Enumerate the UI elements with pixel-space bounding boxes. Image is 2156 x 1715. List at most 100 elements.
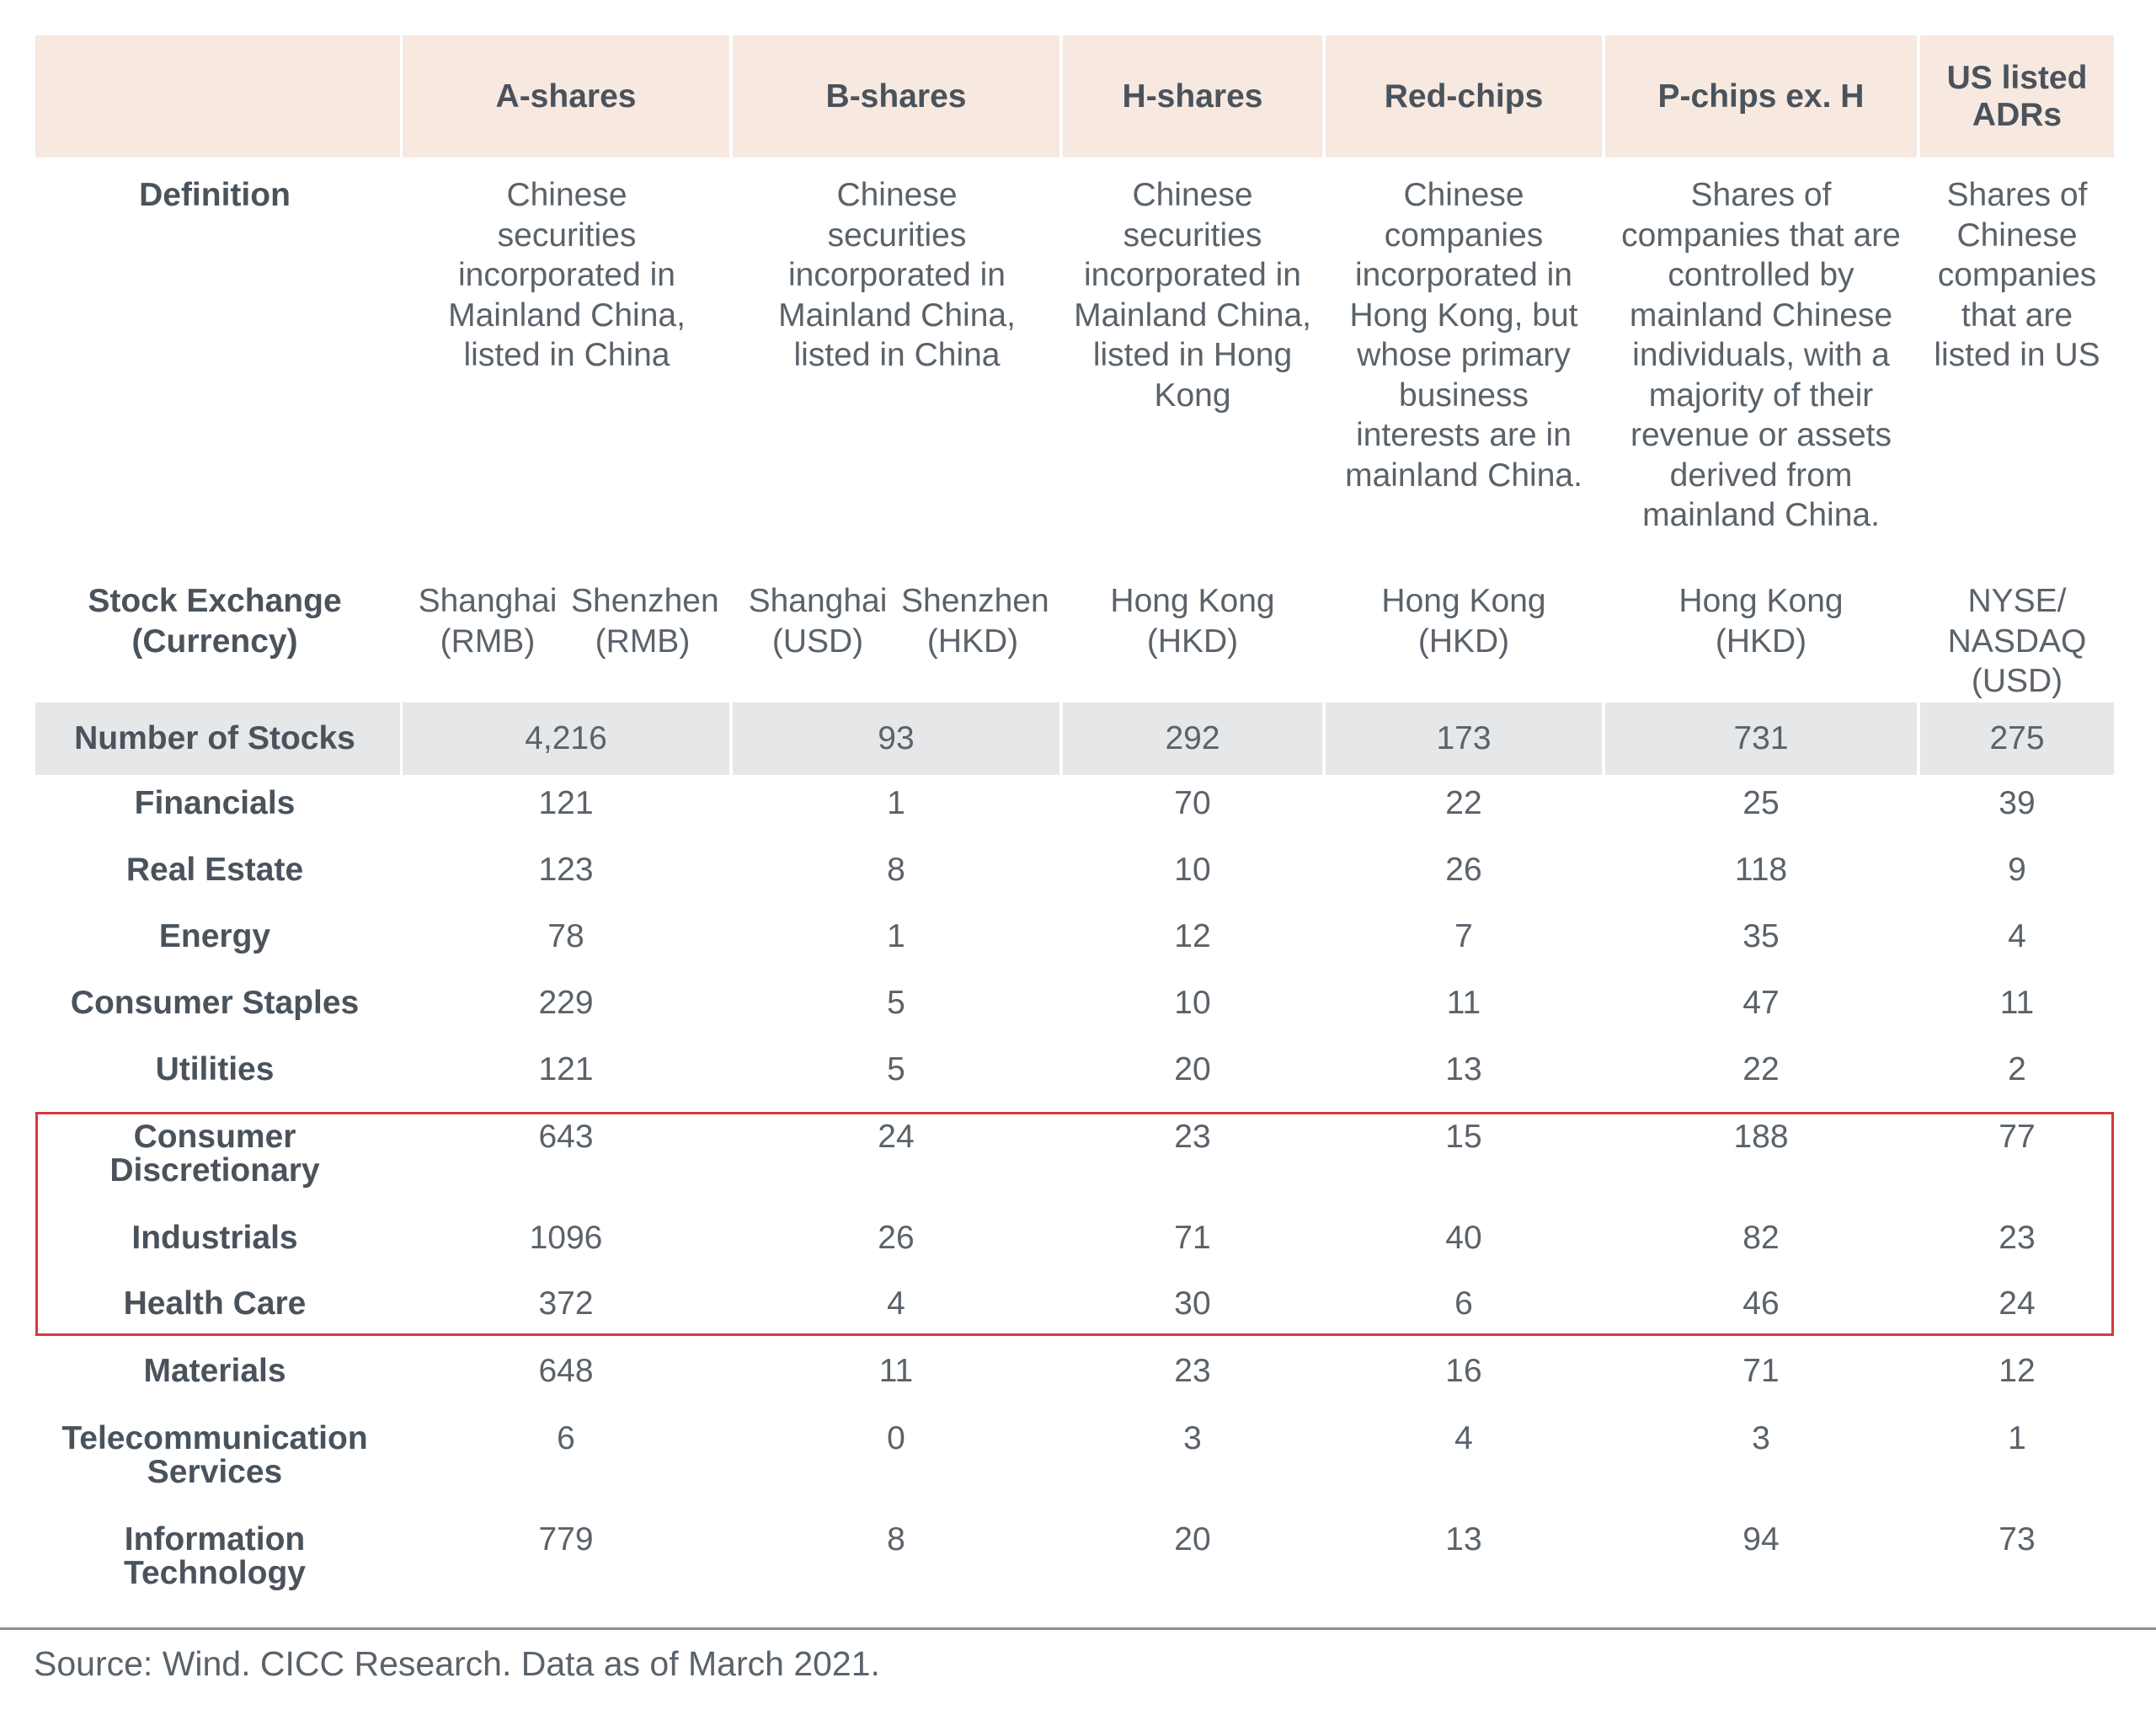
cell-a-shares: 643 — [538, 1119, 594, 1155]
row-label: Real Estate — [125, 852, 304, 888]
header-bg-red — [1326, 35, 1602, 158]
definition-red-chips: Chinese companies incorporated in Hong K… — [1345, 177, 1582, 494]
cell-h-shares: 10 — [1174, 852, 1211, 888]
exchange-name: Shanghai — [418, 583, 558, 619]
header-bg-h — [1063, 35, 1322, 158]
row-label: Information Technology — [124, 1521, 306, 1591]
cell-b-shares: 11 — [878, 1353, 914, 1389]
exchange-a-shenzhen: Shenzhen (RMB) — [571, 581, 719, 661]
cell-p-chips: 22 — [1742, 1051, 1780, 1087]
exchange-name: Shenzhen — [901, 583, 1049, 619]
header-bg-p — [1605, 35, 1917, 158]
cell-b-shares: 4 — [887, 1285, 905, 1322]
cell-red-chips: 22 — [1445, 785, 1482, 821]
column-header-h-shares: H-shares — [1122, 77, 1263, 115]
total-row-bg-red — [1326, 703, 1602, 775]
cell-h-shares: 23 — [1174, 1119, 1211, 1155]
row-label: Health Care — [123, 1285, 307, 1322]
cell-a-shares: 229 — [538, 985, 594, 1021]
cell-b-shares: 8 — [887, 852, 905, 888]
exchange-h-shares: Hong Kong (HKD) — [1110, 583, 1275, 660]
header-bg-label — [35, 35, 400, 158]
header-bg-a — [403, 35, 729, 158]
cell-p-chips: 3 — [1752, 1420, 1770, 1456]
cell-p-chips: 47 — [1742, 985, 1780, 1021]
cell-red-chips: 13 — [1445, 1051, 1482, 1087]
exchange-name: Shenzhen — [571, 583, 719, 619]
cell-a-shares: 123 — [538, 852, 594, 888]
cell-b-shares: 5 — [887, 1051, 905, 1087]
cell-p-chips: 35 — [1742, 918, 1780, 954]
cell-red-chips: 15 — [1445, 1119, 1482, 1155]
cell-us-adrs: 4 — [2008, 918, 2026, 954]
row-label-number-of-stocks: Number of Stocks — [74, 720, 355, 756]
exchange-name: Shanghai — [748, 583, 888, 619]
cell-h-shares: 23 — [1174, 1353, 1211, 1389]
total-row-bg-label — [35, 703, 400, 775]
cell-b-shares: 5 — [887, 985, 905, 1021]
row-label: Consumer Staples — [70, 985, 360, 1021]
cell-a-shares: 121 — [538, 785, 594, 821]
cell-p-chips: 188 — [1733, 1119, 1789, 1155]
cell-p-chips: 94 — [1742, 1521, 1780, 1557]
exchange-red-chips: Hong Kong (HKD) — [1381, 583, 1546, 660]
cell-h-shares: 3 — [1183, 1420, 1202, 1456]
cell-h-shares: 20 — [1174, 1051, 1211, 1087]
row-label: Industrials — [131, 1220, 298, 1256]
exchange-currency: (HKD) — [926, 622, 1019, 660]
cell-a-shares: 1096 — [529, 1220, 603, 1256]
column-header-us-adrs: US listed ADRs — [1946, 59, 2088, 133]
cell-red-chips: 11 — [1446, 985, 1481, 1021]
cell-p-chips: 731 — [1733, 720, 1789, 756]
cell-red-chips: 40 — [1445, 1220, 1482, 1256]
cell-red-chips: 173 — [1436, 720, 1492, 756]
cell-h-shares: 12 — [1174, 918, 1211, 954]
cell-b-shares: 93 — [878, 720, 915, 756]
cell-h-shares: 71 — [1174, 1220, 1211, 1256]
total-row-bg-us — [1920, 703, 2114, 775]
cell-us-adrs: 1 — [2008, 1420, 2026, 1456]
cell-us-adrs: 77 — [1999, 1119, 2036, 1155]
row-label: Utilities — [155, 1051, 275, 1087]
row-label-definition: Definition — [139, 177, 291, 213]
cell-a-shares: 779 — [538, 1521, 594, 1557]
definition-p-chips: Shares of companies that are controlled … — [1621, 177, 1901, 533]
row-label: Materials — [143, 1353, 286, 1389]
cell-b-shares: 8 — [887, 1521, 905, 1557]
cell-us-adrs: 12 — [1999, 1353, 2036, 1389]
row-label-stock-exchange: Stock Exchange (Currency) — [88, 583, 342, 660]
total-row-bg-a — [403, 703, 729, 775]
cell-b-shares: 1 — [887, 918, 905, 954]
cell-a-shares: 4,216 — [525, 720, 607, 756]
definition-us-adrs: Shares of Chinese companies that are lis… — [1934, 177, 2100, 373]
cell-h-shares: 292 — [1165, 720, 1220, 756]
total-row-bg-b — [733, 703, 1059, 775]
cell-red-chips: 6 — [1454, 1285, 1473, 1322]
cell-red-chips: 13 — [1445, 1521, 1482, 1557]
cell-us-adrs: 23 — [1999, 1220, 2036, 1256]
row-label: Consumer Discretionary — [109, 1119, 320, 1189]
total-row-bg-p — [1605, 703, 1917, 775]
highlight-box — [35, 1112, 2114, 1336]
cell-us-adrs: 11 — [1999, 985, 2035, 1021]
cell-red-chips: 7 — [1454, 918, 1473, 954]
column-header-p-chips: P-chips ex. H — [1657, 77, 1865, 115]
cell-a-shares: 372 — [538, 1285, 594, 1322]
cell-us-adrs: 275 — [1989, 720, 2045, 756]
cell-h-shares: 20 — [1174, 1521, 1211, 1557]
source-divider — [0, 1627, 2156, 1630]
definition-b-shares: Chinese securities incorporated in Mainl… — [778, 177, 1016, 373]
cell-a-shares: 6 — [557, 1420, 575, 1456]
definition-a-shares: Chinese securities incorporated in Mainl… — [448, 177, 686, 373]
cell-p-chips: 25 — [1742, 785, 1780, 821]
cell-red-chips: 16 — [1445, 1353, 1482, 1389]
source-note: Source: Wind. CICC Research. Data as of … — [34, 1644, 880, 1683]
cell-b-shares: 26 — [878, 1220, 915, 1256]
cell-a-shares: 121 — [538, 1051, 594, 1087]
exchange-b-shanghai: Shanghai (USD) — [746, 581, 889, 661]
total-row-bg-h — [1063, 703, 1322, 775]
header-bg-us — [1920, 35, 2114, 158]
cell-p-chips: 118 — [1734, 852, 1788, 888]
exchange-p-chips: Hong Kong (HKD) — [1678, 583, 1844, 660]
cell-red-chips: 26 — [1445, 852, 1482, 888]
